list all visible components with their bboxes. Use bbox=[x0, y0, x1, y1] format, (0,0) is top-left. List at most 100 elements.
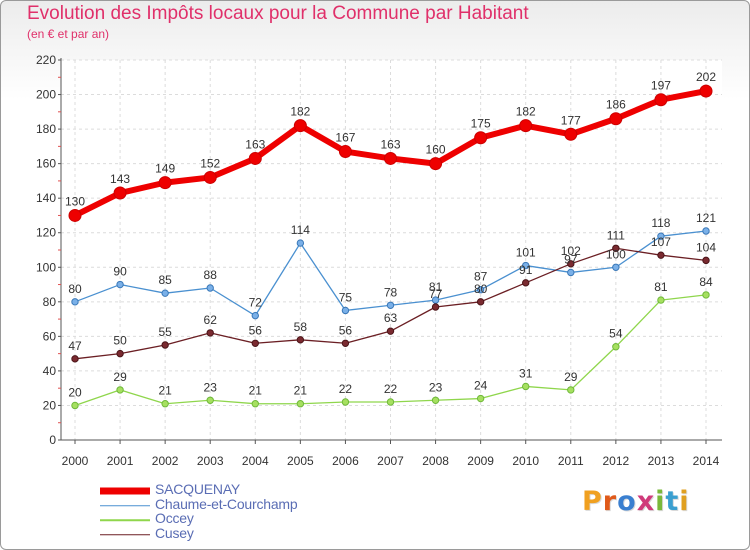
y-tick-label: 40 bbox=[43, 364, 57, 378]
data-label: 102 bbox=[561, 244, 581, 258]
data-point bbox=[476, 286, 485, 294]
data-label: 54 bbox=[609, 327, 623, 341]
data-point bbox=[429, 157, 443, 171]
data-label: 23 bbox=[429, 380, 443, 394]
data-point bbox=[161, 289, 169, 297]
data-point bbox=[384, 151, 397, 165]
data-point bbox=[296, 336, 305, 344]
data-point bbox=[338, 145, 352, 159]
data-point bbox=[522, 382, 530, 391]
data-label: 72 bbox=[249, 296, 263, 310]
x-tick-label: 2014 bbox=[693, 454, 720, 468]
legend-swatch bbox=[100, 519, 150, 521]
data-point bbox=[567, 260, 575, 268]
x-tick-label: 2006 bbox=[332, 454, 359, 468]
data-point bbox=[206, 284, 214, 292]
data-label: 56 bbox=[339, 323, 353, 337]
data-point bbox=[657, 232, 665, 240]
data-point bbox=[654, 93, 668, 107]
data-label: 160 bbox=[426, 143, 446, 157]
data-label: 62 bbox=[204, 313, 218, 327]
data-label: 107 bbox=[651, 235, 671, 249]
x-tick-label: 2012 bbox=[603, 454, 630, 468]
x-tick-label: 2000 bbox=[62, 454, 89, 468]
y-tick-label: 60 bbox=[43, 329, 57, 343]
data-label: 80 bbox=[68, 282, 82, 296]
data-label: 104 bbox=[696, 240, 716, 254]
data-point bbox=[248, 151, 262, 165]
x-tick-label: 2013 bbox=[648, 454, 675, 468]
data-point bbox=[657, 251, 665, 259]
data-label: 87 bbox=[474, 270, 488, 284]
data-label: 47 bbox=[68, 339, 82, 353]
data-label: 63 bbox=[384, 311, 398, 325]
legend-swatch bbox=[100, 487, 150, 495]
data-point bbox=[386, 398, 395, 406]
data-point bbox=[474, 131, 488, 145]
data-point bbox=[113, 186, 127, 200]
data-label: 186 bbox=[606, 98, 626, 112]
x-tick-label: 2011 bbox=[558, 454, 584, 468]
data-label: 118 bbox=[651, 216, 670, 230]
data-point bbox=[71, 355, 79, 363]
data-label: 29 bbox=[564, 370, 578, 384]
data-point bbox=[116, 349, 124, 358]
data-point bbox=[702, 256, 710, 265]
legend-label: Occey bbox=[155, 510, 194, 526]
data-label: 182 bbox=[516, 105, 536, 119]
data-point bbox=[386, 301, 395, 309]
data-point bbox=[296, 400, 305, 408]
data-point bbox=[293, 119, 307, 133]
data-point bbox=[116, 386, 124, 394]
y-tick-label: 0 bbox=[49, 433, 56, 447]
y-tick-label: 120 bbox=[36, 226, 56, 240]
data-label: 21 bbox=[294, 384, 308, 398]
data-point bbox=[431, 296, 440, 304]
data-label: 21 bbox=[249, 384, 263, 398]
data-label: 56 bbox=[249, 323, 263, 337]
legend-label: SACQUENAY bbox=[155, 481, 241, 497]
data-point bbox=[476, 298, 485, 306]
x-tick-label: 2003 bbox=[197, 454, 224, 468]
legend-swatch bbox=[100, 505, 150, 507]
data-label: 177 bbox=[561, 113, 581, 127]
data-label: 22 bbox=[339, 382, 353, 396]
data-point bbox=[567, 386, 575, 394]
data-point bbox=[71, 401, 79, 410]
data-point bbox=[71, 298, 79, 306]
data-point bbox=[68, 208, 82, 222]
data-label: 202 bbox=[696, 70, 716, 84]
data-point bbox=[158, 176, 172, 190]
data-point bbox=[251, 339, 259, 347]
data-label: 22 bbox=[384, 382, 398, 396]
data-point bbox=[206, 396, 214, 404]
x-tick-label: 2002 bbox=[152, 454, 179, 468]
x-tick-label: 2004 bbox=[242, 454, 269, 468]
data-label: 197 bbox=[651, 79, 671, 93]
y-tick-label: 20 bbox=[43, 398, 57, 412]
data-point bbox=[206, 329, 214, 337]
data-point bbox=[567, 268, 575, 277]
x-tick-label: 2008 bbox=[422, 454, 449, 468]
data-label: 31 bbox=[519, 366, 533, 380]
data-label: 77 bbox=[429, 287, 443, 301]
data-point bbox=[251, 311, 259, 320]
y-tick-label: 80 bbox=[43, 295, 57, 309]
data-label: 80 bbox=[474, 282, 488, 296]
chart-title: Evolution des Impôts locaux pour la Comm… bbox=[27, 3, 529, 24]
data-label: 29 bbox=[113, 370, 127, 384]
data-point bbox=[522, 261, 530, 270]
x-tick-label: 2009 bbox=[467, 454, 494, 468]
data-label: 78 bbox=[384, 285, 398, 299]
y-tick-label: 200 bbox=[36, 88, 56, 102]
legend-label: Cusey bbox=[155, 524, 194, 541]
data-point bbox=[431, 396, 440, 404]
data-point bbox=[203, 170, 217, 184]
data-label: 163 bbox=[245, 137, 265, 151]
data-label: 50 bbox=[113, 334, 127, 348]
data-label: 91 bbox=[519, 263, 533, 277]
data-label: 58 bbox=[294, 320, 308, 334]
data-point bbox=[699, 84, 713, 98]
data-point bbox=[251, 400, 259, 408]
